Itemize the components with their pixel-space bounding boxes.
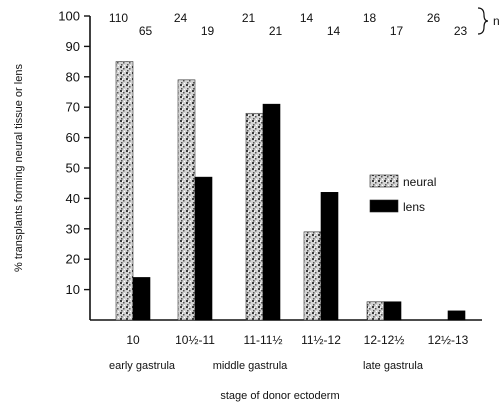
n-label-neural-3: 14 [300,11,314,25]
x-tick-label: 12-12½ [364,333,405,347]
x-tick-label: 12½-13 [428,333,469,347]
legend-swatch-lens [369,199,399,213]
bars [115,61,466,321]
bar-neural-2 [245,112,264,321]
bar-lens-2 [262,103,281,321]
bar-lens-3 [320,192,339,321]
y-axis-title: % transplants forming neural tissue or l… [13,64,25,272]
n-label-lens-4: 17 [390,24,404,38]
n-label-lens-1: 19 [201,24,215,38]
bar-lens-1 [194,176,213,321]
n-label-lens-0: 65 [139,24,153,38]
stage-group-label: middle gastrula [213,360,288,372]
y-tick-label: 80 [66,69,80,84]
y-tick-label: 10 [66,282,80,297]
x-tick-label: 10½-11 [175,333,215,347]
bar-lens-5 [447,310,466,321]
bar-neural-0 [115,61,134,321]
stage-group-label: late gastrula [363,360,424,372]
legend: neural lens [369,174,436,214]
n-header-label: n [493,14,500,28]
n-label-neural-1: 24 [174,11,188,25]
y-tick-label: 100 [58,9,80,24]
n-label-neural-0: 110 [109,11,128,25]
y-tick-label: 70 [66,100,80,115]
y-tick-label: 20 [66,252,80,267]
n-label-lens-2: 21 [269,24,283,38]
legend-label-lens: lens [403,200,425,214]
n-label-neural-5: 26 [427,11,441,25]
x-tick-label: 11½-12 [301,333,341,347]
legend-swatch-neural [369,174,399,188]
legend-label-neural: neural [403,175,436,189]
n-label-neural-2: 21 [242,11,256,25]
stage-group-label: early gastrula [109,360,176,372]
y-tick-label: 30 [66,221,80,236]
n-label-lens-5: 23 [454,24,468,38]
labels: 10 20 30 40 50 60 70 80 90 100 % transplants formi… [13,9,500,403]
y-tick-label: 40 [66,191,80,206]
bar-neural-3 [303,231,322,321]
bar-lens-4 [383,301,402,321]
bar-neural-1 [177,79,196,321]
y-tick-label: 90 [66,39,80,54]
y-tick-label: 50 [66,161,80,176]
n-bracket [477,7,489,35]
x-tick-label: 11-11½ [244,333,283,347]
x-axis-title: stage of donor ectoderm [220,390,339,402]
x-tick-label: 10 [126,333,140,347]
bar-lens-0 [132,277,151,321]
n-label-neural-4: 18 [363,11,377,25]
n-label-lens-3: 14 [327,24,341,38]
bar-neural-4 [366,301,385,321]
y-tick-label: 60 [66,130,80,145]
axes [84,7,489,321]
